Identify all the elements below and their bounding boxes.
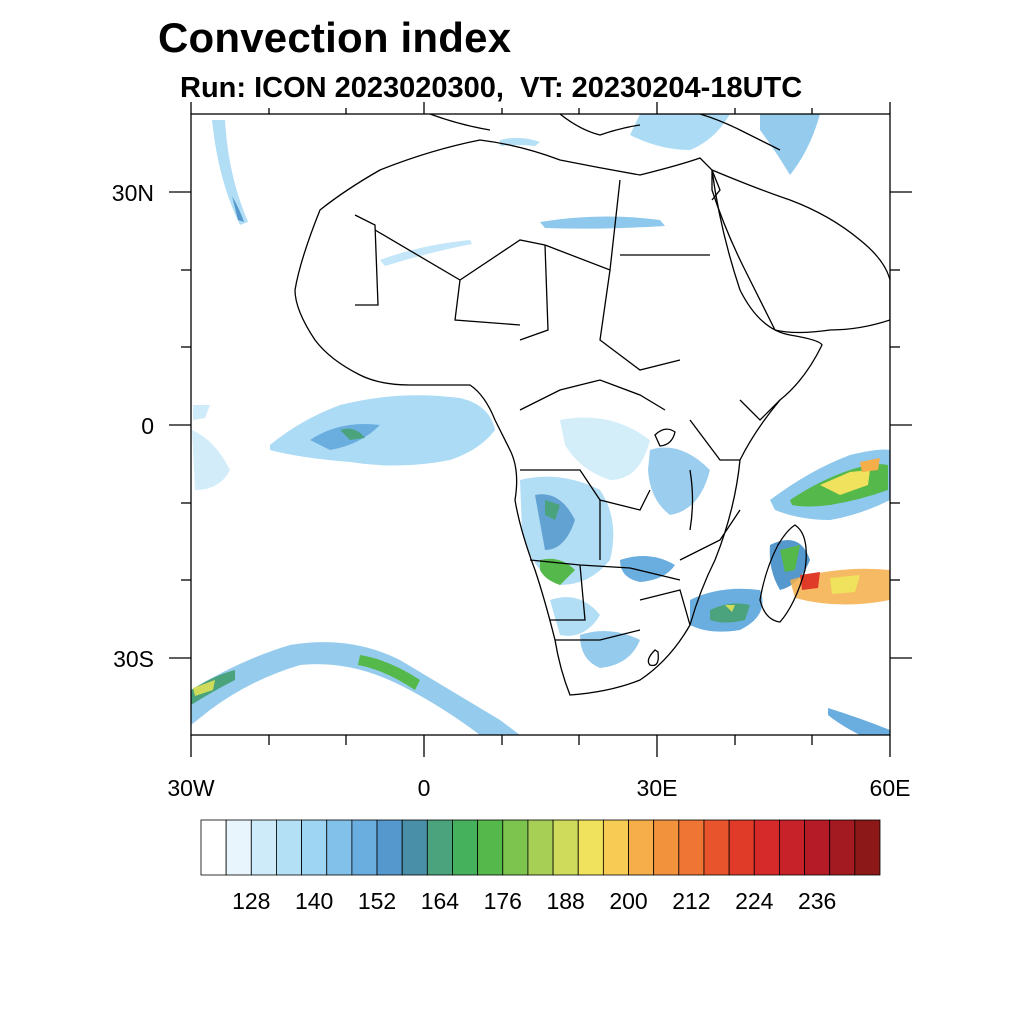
colorbar-swatch <box>200 819 227 876</box>
lat-label-30s: 30S <box>113 646 154 672</box>
colorbar-swatch <box>753 819 780 876</box>
colorbar-swatch <box>602 819 629 876</box>
lon-label-30w: 30W <box>167 775 215 801</box>
lat-label-30n: 30N <box>111 180 154 206</box>
lon-label-0: 0 <box>417 775 431 801</box>
colorbar-swatch <box>401 819 428 876</box>
colorbar-swatch <box>426 819 453 876</box>
colorbar-tick-label: 224 <box>735 888 774 914</box>
colorbar-swatch <box>829 819 856 876</box>
colorbar-tick-label: 140 <box>294 888 334 914</box>
colorbar-tick-label: 152 <box>357 888 397 914</box>
map-title: Convection index <box>158 14 512 61</box>
colorbar <box>200 819 881 876</box>
coastlines-borders <box>294 114 890 696</box>
colorbar-swatch <box>577 819 604 876</box>
lon-label-60e: 60E <box>869 775 911 801</box>
colorbar-swatch <box>276 819 302 876</box>
colorbar-swatch <box>527 819 554 876</box>
colorbar-swatch <box>703 819 730 876</box>
colorbar-swatch <box>502 819 529 876</box>
convection-field <box>191 114 890 735</box>
map-frame <box>190 113 891 736</box>
colorbar-tick-label: 188 <box>546 888 585 914</box>
colorbar-tick-label: 128 <box>232 888 271 914</box>
colorbar-swatch <box>628 819 655 876</box>
colorbar-swatch <box>452 819 479 876</box>
colorbar-tick-label: 236 <box>797 888 837 914</box>
colorbar-swatch <box>779 819 805 876</box>
colorbar-swatch <box>225 819 252 876</box>
lat-label-0: 0 <box>141 413 154 439</box>
lon-label-30e: 30E <box>636 775 678 801</box>
colorbar-swatch <box>678 819 705 876</box>
colorbar-swatch <box>376 819 403 876</box>
colorbar-swatch <box>250 819 277 876</box>
colorbar-swatch <box>552 819 579 876</box>
colorbar-tick-label: 164 <box>420 888 460 914</box>
map-subtitle: Run: ICON 2023020300, VT: 20230204-18UTC <box>180 72 803 104</box>
colorbar-swatch <box>301 819 328 876</box>
colorbar-swatch <box>351 819 378 876</box>
colorbar-swatch <box>854 819 881 876</box>
axis-ticks <box>169 102 912 757</box>
colorbar-swatch <box>653 819 680 876</box>
colorbar-tick-label: 200 <box>609 888 648 914</box>
colorbar-tick-label: 212 <box>672 888 711 914</box>
colorbar-swatch <box>477 819 504 876</box>
colorbar-swatch <box>804 819 831 876</box>
colorbar-swatch <box>326 819 353 876</box>
colorbar-swatch <box>728 819 755 876</box>
colorbar-tick-label: 176 <box>483 888 522 914</box>
